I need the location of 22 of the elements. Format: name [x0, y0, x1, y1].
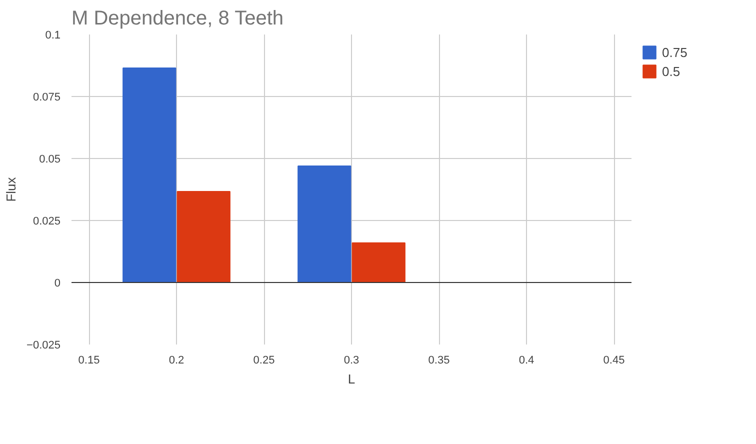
y-tick-label: −0.025	[26, 340, 60, 352]
bar	[122, 67, 176, 283]
x-tick-label: 0.4	[518, 354, 534, 366]
bar	[298, 165, 352, 283]
legend-label: 0.75	[662, 44, 688, 60]
x-tick-label: 0.2	[168, 354, 184, 366]
x-tick-label: 0.15	[78, 354, 100, 366]
bar	[176, 190, 230, 283]
y-tick-label: 0.1	[45, 30, 61, 42]
y-tick-label: 0.05	[39, 154, 61, 166]
legend-label: 0.5	[662, 64, 682, 78]
y-axis-title: Flux	[4, 176, 19, 202]
y-tick-label: 0	[54, 278, 61, 290]
x-tick-label: 0.25	[253, 354, 275, 366]
x-tick-label: 0.3	[344, 354, 360, 366]
x-tick-label: 0.45	[603, 354, 625, 366]
x-axis-title: L	[348, 372, 356, 386]
bar	[352, 242, 406, 283]
x-tick-label: 0.35	[428, 354, 450, 366]
y-tick-label: 0.075	[32, 92, 61, 104]
chart-title: M Dependence, 8 Teeth	[72, 8, 284, 30]
y-tick-label: 0.025	[32, 216, 61, 228]
